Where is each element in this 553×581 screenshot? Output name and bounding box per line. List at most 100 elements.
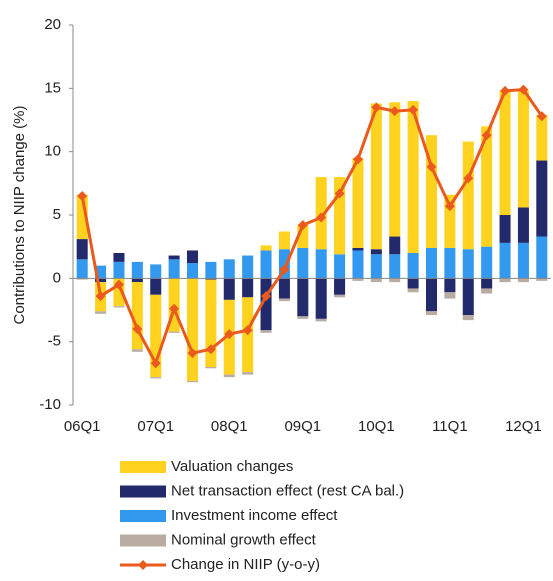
- legend-label: Net transaction effect (rest CA bal.): [171, 482, 404, 499]
- y-tick-label: 5: [53, 206, 61, 223]
- bar-segment: [131, 278, 143, 283]
- bar-segment: [370, 249, 382, 255]
- bar-segment: [444, 278, 456, 293]
- bar-segment: [536, 278, 548, 281]
- bar-segment: [389, 236, 401, 255]
- bar-segment: [352, 250, 364, 279]
- bar-segment: [352, 158, 364, 248]
- y-tick-label: 0: [53, 269, 61, 286]
- line-marker: [150, 358, 161, 369]
- x-tick-label: 10Q1: [358, 418, 395, 435]
- bar-segment: [113, 261, 125, 279]
- bar-segment: [113, 306, 125, 308]
- legend-label: Nominal growth effect: [171, 531, 317, 548]
- bar-segment: [425, 278, 438, 312]
- line-marker: [316, 212, 327, 223]
- line-marker: [463, 173, 474, 184]
- bar-segment: [315, 318, 327, 322]
- bar-segment: [168, 331, 180, 333]
- y-tick-label: 15: [44, 79, 61, 96]
- x-tick-label: 09Q1: [284, 418, 321, 435]
- bar-segment: [352, 278, 364, 281]
- bar-segment: [297, 247, 309, 279]
- bar-segment: [186, 380, 199, 383]
- legend-marker: [138, 560, 148, 570]
- bar-segment: [517, 207, 529, 243]
- line: [80, 88, 544, 365]
- line-marker: [352, 154, 363, 165]
- line-marker: [389, 106, 400, 117]
- y-tick-label: 10: [44, 143, 61, 160]
- bar-segment: [113, 253, 125, 262]
- bar-segment: [297, 278, 309, 317]
- line-marker: [242, 325, 253, 336]
- bar-segment: [425, 311, 438, 316]
- line-marker: [500, 85, 511, 96]
- bar-segment: [499, 90, 511, 215]
- bar-segment: [205, 279, 217, 367]
- legend-label: Valuation changes: [171, 458, 293, 475]
- line-marker: [371, 102, 382, 113]
- line-marker: [536, 111, 547, 122]
- legend-swatch: [120, 510, 166, 522]
- bar-segment: [278, 298, 290, 302]
- bar-segment: [186, 250, 199, 264]
- line-marker: [426, 161, 437, 172]
- bar-segment: [444, 194, 456, 248]
- bar-segment: [95, 311, 107, 314]
- bar-segment: [389, 254, 401, 279]
- bar-segment: [315, 278, 327, 319]
- bar-segment: [389, 278, 401, 283]
- bar-segment: [462, 141, 474, 250]
- bar-segment: [481, 126, 493, 247]
- bar-segment: [517, 242, 529, 279]
- bar-segment: [278, 249, 290, 279]
- line-marker: [334, 188, 345, 199]
- bar-segment: [370, 254, 382, 279]
- bar-segment: [334, 254, 346, 279]
- bar-segment: [425, 247, 438, 279]
- bar-segment: [536, 236, 548, 279]
- bar-segment: [223, 278, 235, 300]
- bar-segment: [223, 374, 235, 378]
- y-tick-label: -10: [39, 396, 61, 413]
- bar-segment: [517, 90, 529, 208]
- bar-segment: [260, 245, 272, 251]
- bar-segment: [150, 294, 162, 378]
- x-tick-label: 07Q1: [137, 418, 174, 435]
- bar-segment: [389, 102, 401, 237]
- bar-segment: [370, 103, 382, 250]
- bar-segment: [297, 316, 309, 319]
- bar-segment: [444, 247, 456, 279]
- x-tick-label: 12Q1: [505, 418, 542, 435]
- bar-segment: [95, 265, 107, 279]
- bar-segment: [168, 255, 180, 260]
- y-tick-label: 20: [44, 16, 61, 33]
- bar-segment: [223, 259, 235, 279]
- line-marker: [518, 84, 529, 95]
- line-marker: [187, 348, 198, 359]
- line-marker: [297, 220, 308, 231]
- line-marker: [444, 201, 455, 212]
- bar-segment: [260, 278, 272, 331]
- bar-segment: [444, 292, 456, 299]
- bar-segment: [370, 278, 382, 283]
- bar-segment: [499, 215, 511, 243]
- bar-segment: [205, 367, 217, 369]
- bar-segment: [76, 239, 88, 260]
- bar-segment: [407, 278, 419, 289]
- y-axis-label: Contributions to NIIP change (%): [11, 105, 28, 324]
- bar-segment: [407, 101, 419, 253]
- bar-segment: [481, 246, 493, 279]
- legend-label: Investment income effect: [171, 507, 338, 524]
- bar-segment: [499, 242, 511, 279]
- bar-segment: [131, 261, 143, 279]
- bar-segment: [407, 288, 419, 293]
- bar-segment: [334, 177, 346, 255]
- bar-segment: [242, 255, 254, 279]
- legend-swatch: [120, 461, 166, 473]
- bar-segment: [334, 278, 346, 295]
- bar-segment: [260, 250, 272, 279]
- line-marker: [261, 291, 272, 302]
- line-marker: [205, 344, 216, 355]
